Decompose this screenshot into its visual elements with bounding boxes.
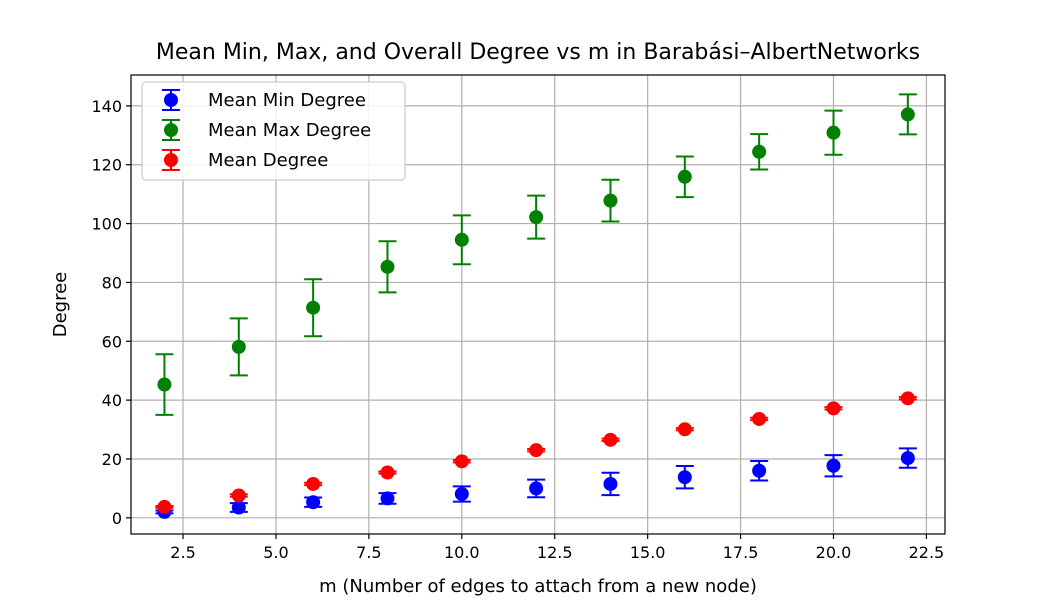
data-point bbox=[677, 470, 692, 485]
y-tick-label: 20 bbox=[102, 450, 122, 469]
x-tick-label: 20.0 bbox=[816, 543, 852, 562]
legend-marker bbox=[164, 153, 178, 167]
y-tick-label: 140 bbox=[91, 97, 122, 116]
data-point bbox=[900, 451, 915, 466]
data-point bbox=[826, 458, 841, 473]
data-point bbox=[826, 401, 841, 416]
x-tick-label: 10.0 bbox=[444, 543, 480, 562]
y-axis-label: Degree bbox=[50, 272, 71, 338]
legend-marker bbox=[164, 123, 178, 137]
y-tick-label: 80 bbox=[102, 273, 122, 292]
x-tick-label: 17.5 bbox=[723, 543, 759, 562]
data-point bbox=[529, 210, 544, 225]
legend-label: Mean Degree bbox=[208, 150, 328, 171]
data-point bbox=[454, 454, 469, 469]
y-tick-label: 0 bbox=[112, 509, 122, 528]
data-point bbox=[306, 476, 321, 491]
series-2 bbox=[155, 391, 917, 514]
data-point bbox=[380, 491, 395, 506]
grid bbox=[131, 75, 945, 534]
legend-marker bbox=[164, 93, 178, 107]
y-tick-label: 60 bbox=[102, 332, 122, 351]
x-tick-label: 15.0 bbox=[630, 543, 666, 562]
legend-entry: Mean Max Degree bbox=[162, 119, 371, 141]
x-tick-label: 7.5 bbox=[356, 543, 381, 562]
data-point bbox=[157, 377, 172, 392]
chart-title: Mean Min, Max, and Overall Degree vs m i… bbox=[156, 40, 920, 65]
legend-label: Mean Max Degree bbox=[208, 120, 371, 141]
data-point bbox=[826, 125, 841, 140]
data-point bbox=[529, 481, 544, 496]
plot-frame bbox=[130, 74, 946, 535]
x-tick-label: 22.5 bbox=[909, 543, 945, 562]
x-axis-label: m (Number of edges to attach from a new … bbox=[319, 576, 757, 597]
y-tick-label: 120 bbox=[91, 156, 122, 175]
y-tick-label: 100 bbox=[91, 215, 122, 234]
y-tick-label: 40 bbox=[102, 391, 122, 410]
data-point bbox=[752, 463, 767, 478]
axis-ticks: 2.5 5.0 7.5 10.0 12.5 15.0 17.5 20.0 22.5 0 20 40 60… bbox=[91, 97, 944, 562]
data-point bbox=[752, 411, 767, 426]
series-0 bbox=[155, 447, 917, 519]
data-point bbox=[306, 300, 321, 315]
data-point bbox=[157, 499, 172, 514]
data-point bbox=[603, 476, 618, 491]
data-point bbox=[231, 339, 246, 354]
legend-box bbox=[141, 81, 406, 181]
data-point bbox=[454, 232, 469, 247]
data-point bbox=[752, 144, 767, 159]
data-point bbox=[306, 495, 321, 510]
series-1 bbox=[155, 93, 917, 416]
plot-area bbox=[155, 93, 917, 519]
x-tick-label: 2.5 bbox=[170, 543, 195, 562]
legend-entry: Mean Degree bbox=[162, 149, 328, 171]
data-point bbox=[603, 432, 618, 447]
legend: Mean Min Degree Mean Max Degree Mean Degre… bbox=[141, 81, 406, 181]
data-point bbox=[454, 486, 469, 501]
data-point bbox=[231, 500, 246, 515]
x-tick-label: 12.5 bbox=[537, 543, 573, 562]
data-point bbox=[603, 193, 618, 208]
data-point bbox=[529, 443, 544, 458]
data-point bbox=[900, 391, 915, 406]
x-tick-label: 5.0 bbox=[263, 543, 288, 562]
data-point bbox=[380, 259, 395, 274]
data-point bbox=[677, 422, 692, 437]
data-point bbox=[677, 169, 692, 184]
legend-label: Mean Min Degree bbox=[208, 90, 366, 111]
data-point bbox=[231, 488, 246, 503]
legend-entry: Mean Min Degree bbox=[162, 89, 366, 111]
data-point bbox=[900, 107, 915, 122]
data-point bbox=[380, 465, 395, 480]
